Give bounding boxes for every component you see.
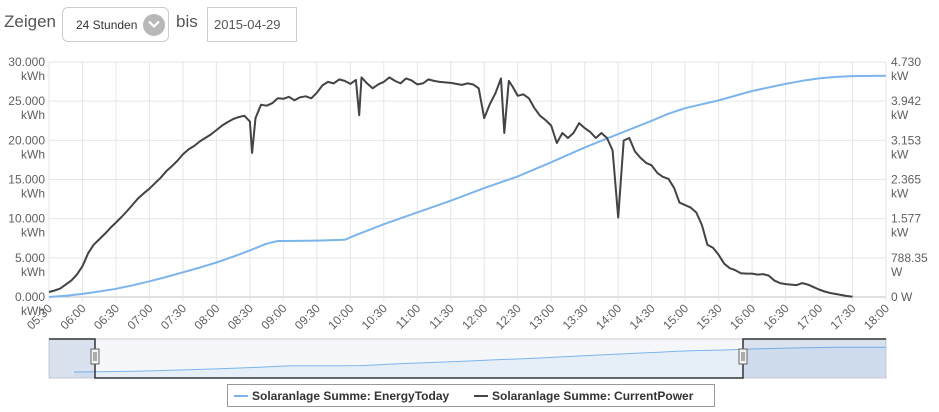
y-left-tick-label: 0.000	[15, 290, 45, 304]
x-tick-label: 08:00	[191, 301, 222, 332]
x-tick-label: 08:30	[225, 301, 256, 332]
y-right-tick-unit: kW	[891, 187, 909, 201]
y-left-tick-label: 30.000	[8, 55, 45, 69]
legend-label-energy-today: Solaranlage Summe: EnergyToday	[252, 389, 450, 403]
chart: 0.000kWh5.000kWh10.000kWh15.000kWh20.000…	[8, 55, 928, 379]
y-right-tick-label: 2.365	[891, 173, 921, 187]
series-line-current-power	[48, 76, 853, 298]
y-left-tick-unit: kWh	[21, 265, 45, 279]
y-right-tick-unit: kW	[891, 108, 909, 122]
x-tick-label: 15:00	[660, 301, 691, 332]
x-tick-label: 07:30	[158, 301, 189, 332]
y-right-tick-label: 4.730	[891, 55, 921, 69]
y-right-tick-unit: W	[891, 265, 903, 279]
x-tick-label: 10:00	[325, 301, 356, 332]
y-left-tick-label: 15.000	[8, 173, 45, 187]
y-left-tick-label: 25.000	[8, 94, 45, 108]
y-right-tick-label: 0 W	[891, 290, 913, 304]
navigator-area	[74, 347, 886, 377]
y-left-tick-unit: kWh	[21, 69, 45, 83]
x-tick-label: 09:00	[258, 301, 289, 332]
navigator-handle-left[interactable]	[90, 348, 100, 365]
y-left-tick-label: 10.000	[8, 212, 45, 226]
y-left-tick-unit: kWh	[21, 108, 45, 122]
y-right-tick-unit: kW	[891, 69, 909, 83]
x-tick-label: 16:30	[761, 301, 792, 332]
x-tick-label: 07:00	[124, 301, 155, 332]
navigator-outline	[49, 338, 886, 379]
x-tick-label: 18:00	[861, 301, 892, 332]
x-axis: 05:30 06:00 06:30 07:00 07:30 08:00 08:30 09:00…	[24, 301, 892, 332]
grid	[48, 61, 887, 302]
legend-swatch-energy-today	[234, 394, 248, 397]
y-axis-left: 0.000kWh5.000kWh10.000kWh15.000kWh20.000…	[8, 55, 45, 318]
y-left-tick-unit: kWh	[21, 226, 45, 240]
y-left-tick-unit: kWh	[21, 187, 45, 201]
y-right-tick-unit: kW	[891, 147, 909, 161]
date-input[interactable]	[207, 7, 297, 42]
x-tick-label: 14:30	[627, 301, 658, 332]
x-tick-label: 06:00	[57, 301, 88, 332]
range-select-value: 24 Stunden	[76, 18, 138, 32]
navigator-handle-right[interactable]	[738, 348, 748, 365]
series-line-energy-today	[48, 74, 887, 298]
x-tick-label: 13:00	[526, 301, 557, 332]
x-tick-label: 13:30	[560, 301, 591, 332]
x-tick-label: 15:30	[694, 301, 725, 332]
range-label: Zeigen	[4, 12, 56, 31]
legend-item-current-power[interactable]: Solaranlage Summe: CurrentPower	[474, 389, 693, 403]
x-tick-label: 12:30	[493, 301, 524, 332]
to-label: bis	[176, 12, 198, 31]
x-tick-label: 11:00	[393, 301, 424, 332]
legend-swatch-current-power	[474, 394, 488, 397]
x-tick-label: 12:00	[459, 301, 490, 332]
x-tick-label: 14:00	[593, 301, 624, 332]
legend-item-energy-today[interactable]: Solaranlage Summe: EnergyToday	[234, 389, 449, 403]
chevron-down-icon[interactable]	[143, 14, 165, 36]
legend: Solaranlage Summe: EnergyToday Solaranla…	[227, 384, 715, 407]
y-right-tick-label: 788.35	[891, 251, 928, 265]
x-tick-label: 16:00	[727, 301, 758, 332]
y-right-tick-unit: kW	[891, 226, 909, 240]
y-right-tick-label: 3.153	[891, 133, 921, 147]
x-tick-label: 09:30	[292, 301, 323, 332]
navigator[interactable]	[48, 338, 887, 379]
navigator-series	[73, 346, 886, 373]
navigator-mask-left	[49, 339, 95, 378]
plot-area	[48, 74, 887, 298]
toolbar: Zeigen 24 Stunden bis	[0, 0, 939, 50]
y-left-tick-label: 20.000	[8, 133, 45, 147]
legend-label-current-power: Solaranlage Summe: CurrentPower	[492, 389, 694, 403]
x-tick-label: 17:00	[794, 301, 825, 332]
y-right-tick-label: 3.942	[891, 94, 921, 108]
x-tick-label: 10:30	[359, 301, 390, 332]
x-tick-label: 11:30	[426, 301, 457, 332]
x-tick-label: 06:30	[91, 301, 122, 332]
range-select[interactable]: 24 Stunden	[62, 7, 169, 42]
y-left-tick-unit: kWh	[21, 304, 45, 318]
y-left-tick-unit: kWh	[21, 147, 45, 161]
y-axis-right: 0 W788.35W1.577kW2.365kW3.153kW3.942kW4.…	[891, 55, 928, 304]
navigator-mask-right	[743, 339, 886, 378]
y-right-tick-label: 1.577	[891, 212, 921, 226]
x-tick-label: 17:30	[828, 301, 859, 332]
y-left-tick-label: 5.000	[15, 251, 45, 265]
